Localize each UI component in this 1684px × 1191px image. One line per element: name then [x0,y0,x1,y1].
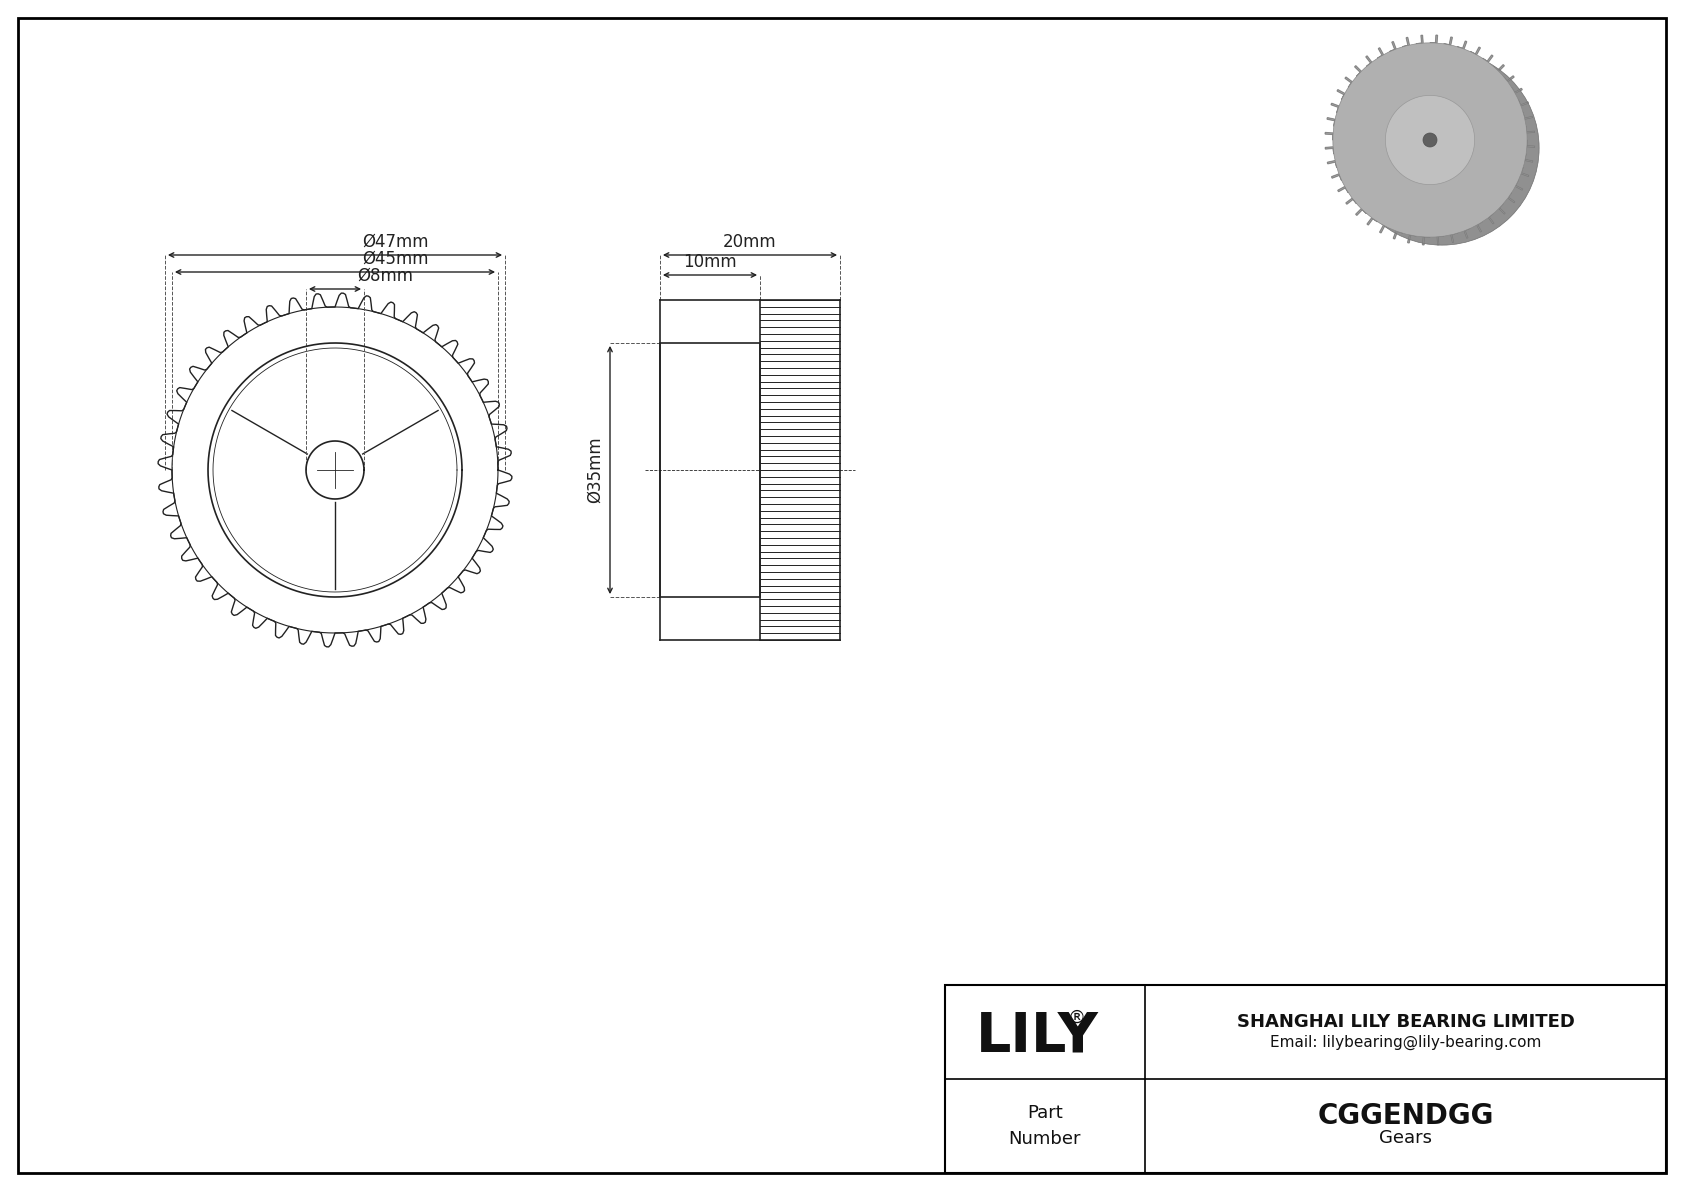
Polygon shape [1354,66,1361,76]
Polygon shape [1430,36,1438,43]
Ellipse shape [1423,133,1436,146]
Text: LILY: LILY [975,1009,1098,1064]
Polygon shape [1504,76,1514,82]
Polygon shape [1346,198,1357,204]
Polygon shape [1356,208,1366,216]
Polygon shape [1524,113,1532,119]
Polygon shape [1477,222,1482,232]
Polygon shape [1332,174,1342,180]
Polygon shape [1519,100,1529,106]
Text: Ø47mm: Ø47mm [362,233,428,251]
Polygon shape [1489,213,1494,224]
Polygon shape [1327,118,1335,126]
Polygon shape [1527,141,1534,148]
Polygon shape [1526,126,1534,133]
Polygon shape [1443,37,1452,45]
Ellipse shape [1346,51,1539,245]
Polygon shape [1325,132,1334,141]
Polygon shape [1378,48,1384,58]
Text: Email: lilybearing@lily-bearing.com: Email: lilybearing@lily-bearing.com [1270,1035,1541,1049]
Polygon shape [1337,187,1349,193]
Polygon shape [1521,168,1529,176]
Polygon shape [1379,225,1389,233]
Polygon shape [1403,37,1410,46]
Polygon shape [1457,42,1467,49]
Polygon shape [1367,218,1378,225]
Polygon shape [1330,104,1339,113]
Polygon shape [1325,146,1334,154]
Bar [945,985,1665,1173]
Polygon shape [1436,236,1443,244]
Polygon shape [1512,87,1522,93]
Text: 10mm: 10mm [684,252,738,272]
Text: Ø8mm: Ø8mm [357,267,413,285]
Text: 20mm: 20mm [722,233,776,251]
Polygon shape [1526,154,1532,162]
Polygon shape [1499,204,1505,214]
Text: Ø35mm: Ø35mm [586,437,605,504]
Ellipse shape [1332,43,1527,237]
Polygon shape [1408,235,1416,243]
Text: ®: ® [1068,1009,1086,1027]
Ellipse shape [1386,95,1475,185]
Polygon shape [1416,36,1423,44]
Polygon shape [1423,237,1430,245]
Polygon shape [1507,193,1516,202]
Polygon shape [1346,77,1352,87]
Polygon shape [1337,89,1346,100]
Polygon shape [1366,56,1372,67]
Bar [945,985,1665,1173]
Polygon shape [1494,64,1504,71]
Text: Ø45mm: Ø45mm [362,250,428,268]
Polygon shape [1516,180,1522,191]
Polygon shape [1389,42,1396,51]
Polygon shape [1450,233,1457,243]
Polygon shape [1393,231,1403,239]
Polygon shape [1463,229,1470,238]
Polygon shape [1482,55,1494,62]
Text: CGGENDGG: CGGENDGG [1317,1102,1494,1130]
Polygon shape [1470,48,1480,55]
Bar [660,343,759,597]
Text: Gears: Gears [1379,1129,1431,1147]
Text: Part
Number: Part Number [1009,1104,1081,1147]
Polygon shape [1327,161,1337,168]
Text: SHANGHAI LILY BEARING LIMITED: SHANGHAI LILY BEARING LIMITED [1236,1014,1575,1031]
